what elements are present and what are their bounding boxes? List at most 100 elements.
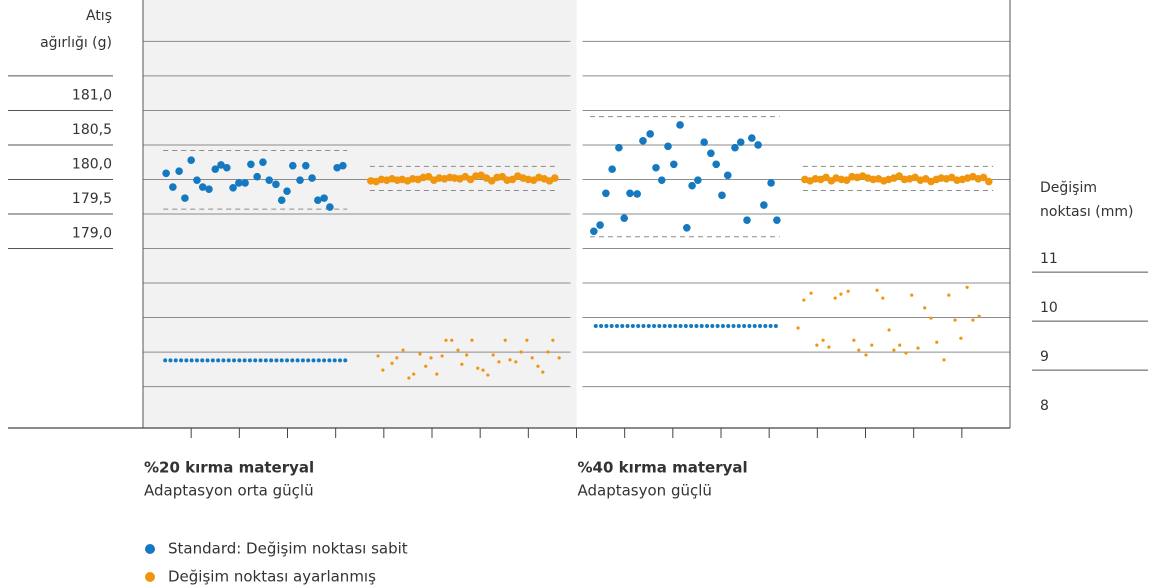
changepoint-dot <box>435 372 439 376</box>
legend-label: Değişim noktası ayarlanmış <box>168 568 376 586</box>
weight-dot <box>700 138 708 147</box>
changepoint-dot <box>796 326 800 330</box>
changepoint-dot <box>742 324 747 329</box>
weight-dot <box>320 194 328 202</box>
changepoint-dot <box>519 350 523 354</box>
weight-dot <box>181 194 189 202</box>
changepoint-dot <box>530 356 534 360</box>
changepoint-dot <box>322 358 327 363</box>
changepoint-dot <box>470 338 474 342</box>
changepoint-dot <box>163 358 168 363</box>
changepoint-dot <box>444 338 448 342</box>
weight-dot <box>985 177 993 186</box>
changepoint-dot <box>205 358 210 363</box>
weight-dot <box>731 143 739 152</box>
changepoint-dot <box>971 318 975 322</box>
changepoint-dot <box>662 324 667 329</box>
changepoint-dot <box>678 324 683 329</box>
weight-dot <box>736 138 745 147</box>
changepoint-dot <box>189 358 194 363</box>
weight-dot <box>277 196 286 204</box>
weight-dot <box>339 161 347 170</box>
weight-dot <box>198 183 207 191</box>
changepoint-dot <box>857 348 861 352</box>
changepoint-dot <box>821 338 825 342</box>
changepoint-dot <box>802 298 806 302</box>
changepoint-dot <box>168 358 173 363</box>
changepoint-dot <box>887 328 891 332</box>
changepoint-dot <box>551 338 555 342</box>
y-tick-label: 179,5 <box>72 191 112 207</box>
weight-dot <box>314 196 322 204</box>
changepoint-dot <box>226 358 231 363</box>
panel-subtitle: Adaptasyon güçlü <box>578 482 712 500</box>
changepoint-dot <box>593 324 598 329</box>
changepoint-dot <box>965 285 969 289</box>
changepoint-dot <box>242 358 247 363</box>
changepoint-dot <box>253 358 258 363</box>
changepoint-dot <box>839 292 843 296</box>
changepoint-dot <box>846 289 850 293</box>
weight-dot <box>754 141 762 149</box>
changepoint-dot <box>306 358 311 363</box>
changepoint-dot <box>910 293 914 297</box>
weight-dot <box>669 160 678 169</box>
changepoint-dot <box>514 360 518 364</box>
weight-dot <box>760 201 768 209</box>
changepoint-dot <box>263 358 268 363</box>
changepoint-dot <box>942 358 946 362</box>
changepoint-dot <box>630 324 635 329</box>
weight-dot <box>187 156 195 164</box>
weight-dot <box>723 171 732 180</box>
legend-label: Standard: Değişim noktası sabit <box>168 540 408 558</box>
changepoint-dot <box>898 343 902 347</box>
weight-dot <box>712 160 720 169</box>
changepoint-dot <box>232 358 237 363</box>
changepoint-dot <box>636 324 641 329</box>
weight-dot <box>169 183 177 191</box>
y2-tick-label: 8 <box>1040 398 1049 414</box>
y-axis-label: ağırlığı (g) <box>40 35 112 51</box>
changepoint-dot <box>935 340 939 344</box>
weight-dot <box>283 187 291 196</box>
changepoint-dot <box>381 368 385 372</box>
weight-dot <box>175 167 183 175</box>
weight-dot <box>652 163 660 172</box>
changepoint-dot <box>465 353 469 357</box>
changepoint-dot <box>646 324 651 329</box>
changepoint-dot <box>747 324 752 329</box>
changepoint-dot <box>418 352 422 356</box>
changepoint-dot <box>763 324 768 329</box>
weight-dot <box>551 174 559 182</box>
changepoint-dot <box>809 291 813 295</box>
weight-dot <box>193 176 201 184</box>
weight-dot <box>223 163 231 172</box>
weight-dot <box>162 169 170 178</box>
y-tick-label: 180,0 <box>72 156 112 172</box>
changepoint-dot <box>699 324 704 329</box>
changepoint-dot <box>625 324 630 329</box>
changepoint-dot <box>456 348 460 352</box>
changepoint-dot <box>673 324 678 329</box>
changepoint-dot <box>536 364 540 368</box>
weight-dot <box>707 149 715 158</box>
changepoint-dot <box>327 358 332 363</box>
legend-marker <box>145 572 155 582</box>
weight-dot <box>646 130 654 138</box>
weight-dot <box>241 179 249 187</box>
changepoint-dot <box>923 306 927 310</box>
panel-title: %20 kırma materyal <box>144 459 314 477</box>
changepoint-dot <box>486 373 490 377</box>
changepoint-dot <box>657 324 662 329</box>
changepoint-dot <box>710 324 715 329</box>
changepoint-dot <box>412 372 416 376</box>
changepoint-dot <box>525 338 529 342</box>
legend-marker <box>145 544 155 554</box>
changepoint-dot <box>620 324 625 329</box>
changepoint-dot <box>316 358 321 363</box>
changepoint-dot <box>557 356 561 360</box>
changepoint-dot <box>768 324 773 329</box>
changepoint-dot <box>476 366 480 370</box>
changepoint-dot <box>852 338 856 342</box>
